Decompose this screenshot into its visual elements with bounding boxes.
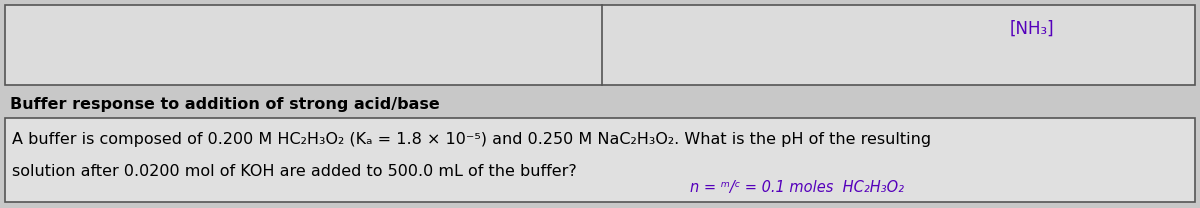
Text: Buffer response to addition of strong acid/base: Buffer response to addition of strong ac… bbox=[10, 98, 439, 113]
Bar bbox=[5, 5, 1195, 85]
Text: solution after 0.0200 mol of KOH are added to 500.0 mL of the buffer?: solution after 0.0200 mol of KOH are add… bbox=[12, 164, 577, 179]
Text: A buffer is composed of 0.200 M HC₂H₃O₂ (Kₐ = 1.8 × 10⁻⁵) and 0.250 M NaC₂H₃O₂. : A buffer is composed of 0.200 M HC₂H₃O₂ … bbox=[12, 132, 931, 147]
Text: [NH₃]: [NH₃] bbox=[1009, 20, 1055, 38]
Text: n = ᵐ/ᶜ = 0.1 moles  HC₂H₃O₂: n = ᵐ/ᶜ = 0.1 moles HC₂H₃O₂ bbox=[690, 180, 904, 195]
Bar bbox=[5, 118, 1195, 202]
